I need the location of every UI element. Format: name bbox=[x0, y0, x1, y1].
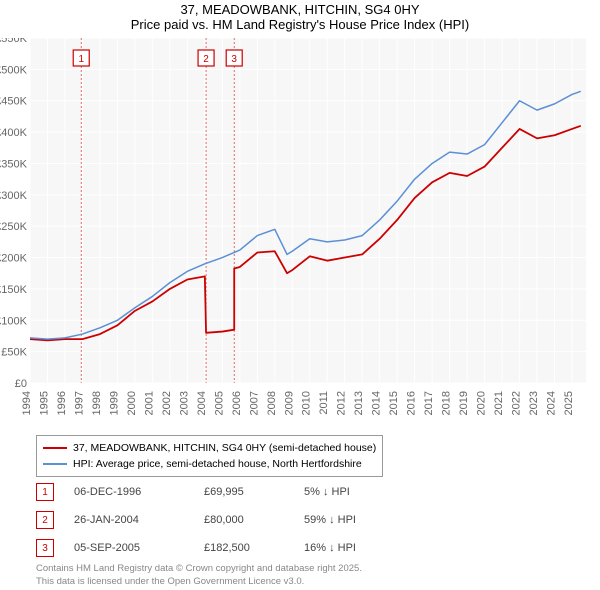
svg-text:£100K: £100K bbox=[0, 315, 28, 327]
svg-text:2021: 2021 bbox=[493, 391, 505, 415]
legend-swatch bbox=[43, 463, 67, 465]
legend-label: 37, MEADOWBANK, HITCHIN, SG4 0HY (semi-d… bbox=[73, 440, 376, 456]
legend: 37, MEADOWBANK, HITCHIN, SG4 0HY (semi-d… bbox=[36, 435, 383, 477]
svg-text:2006: 2006 bbox=[231, 391, 243, 415]
transaction-row: 2 26-JAN-2004£80,00059% ↓ HPI bbox=[36, 506, 394, 534]
svg-text:£450K: £450K bbox=[0, 96, 28, 108]
svg-text:2011: 2011 bbox=[318, 391, 330, 415]
transactions-table: 106-DEC-1996£69,9955% ↓ HPI226-JAN-2004£… bbox=[36, 478, 394, 562]
transaction-date: 05-SEP-2005 bbox=[74, 542, 204, 554]
transaction-diff: 16% ↓ HPI bbox=[304, 542, 394, 554]
svg-text:2018: 2018 bbox=[441, 391, 453, 415]
legend-item: 37, MEADOWBANK, HITCHIN, SG4 0HY (semi-d… bbox=[43, 440, 376, 456]
svg-text:£400K: £400K bbox=[0, 127, 28, 139]
legend-label: HPI: Average price, semi-detached house,… bbox=[73, 456, 362, 472]
svg-text:1995: 1995 bbox=[38, 391, 50, 415]
svg-text:2014: 2014 bbox=[371, 391, 383, 415]
svg-text:£150K: £150K bbox=[0, 284, 28, 296]
svg-text:1994: 1994 bbox=[21, 391, 33, 415]
svg-text:2008: 2008 bbox=[266, 391, 278, 415]
svg-text:2023: 2023 bbox=[528, 391, 540, 415]
footer-attribution: Contains HM Land Registry data © Crown c… bbox=[36, 562, 362, 588]
transaction-diff: 5% ↓ HPI bbox=[304, 486, 394, 498]
svg-text:£500K: £500K bbox=[0, 64, 28, 76]
svg-text:2024: 2024 bbox=[546, 391, 558, 415]
transaction-row: 3 05-SEP-2005£182,50016% ↓ HPI bbox=[36, 534, 394, 562]
transaction-marker: 1 bbox=[36, 483, 54, 501]
svg-text:2004: 2004 bbox=[196, 391, 208, 415]
svg-text:2: 2 bbox=[203, 54, 209, 65]
svg-text:1999: 1999 bbox=[108, 391, 120, 415]
transaction-price: £80,000 bbox=[204, 514, 304, 526]
svg-text:2010: 2010 bbox=[301, 391, 313, 415]
svg-text:2003: 2003 bbox=[178, 391, 190, 415]
transaction-date: 26-JAN-2004 bbox=[74, 514, 204, 526]
svg-text:1996: 1996 bbox=[56, 391, 68, 415]
svg-text:£50K: £50K bbox=[1, 347, 27, 359]
svg-text:1998: 1998 bbox=[91, 391, 103, 415]
svg-text:1997: 1997 bbox=[73, 391, 85, 415]
title-address: 37, MEADOWBANK, HITCHIN, SG4 0HY bbox=[0, 2, 600, 17]
legend-swatch bbox=[43, 447, 67, 449]
svg-text:2002: 2002 bbox=[161, 391, 173, 415]
chart-svg: £0 £50K £100K £150K £200K £250K £300K £350K £400… bbox=[0, 38, 600, 428]
svg-text:£350K: £350K bbox=[0, 158, 28, 170]
chart-area: £0 £50K £100K £150K £200K £250K £300K £350K £400… bbox=[0, 38, 600, 433]
footer-line2: This data is licensed under the Open Gov… bbox=[36, 575, 362, 588]
transaction-row: 1 06-DEC-1996£69,9955% ↓ HPI bbox=[36, 478, 394, 506]
svg-text:£300K: £300K bbox=[0, 190, 28, 202]
transaction-price: £182,500 bbox=[204, 542, 304, 554]
transaction-marker: 2 bbox=[36, 511, 54, 529]
transaction-price: £69,995 bbox=[204, 486, 304, 498]
svg-text:£200K: £200K bbox=[0, 253, 28, 265]
svg-text:2001: 2001 bbox=[143, 391, 155, 415]
svg-text:2015: 2015 bbox=[388, 391, 400, 415]
svg-text:2000: 2000 bbox=[126, 391, 138, 415]
transaction-marker: 3 bbox=[36, 539, 54, 557]
page-container: 37, MEADOWBANK, HITCHIN, SG4 0HY Price p… bbox=[0, 0, 600, 590]
transaction-diff: 59% ↓ HPI bbox=[304, 514, 394, 526]
transaction-date: 06-DEC-1996 bbox=[74, 486, 204, 498]
legend-item: HPI: Average price, semi-detached house,… bbox=[43, 456, 376, 472]
svg-text:£0: £0 bbox=[15, 378, 27, 390]
chart-title-block: 37, MEADOWBANK, HITCHIN, SG4 0HY Price p… bbox=[0, 0, 600, 32]
svg-text:2013: 2013 bbox=[353, 391, 365, 415]
svg-text:£250K: £250K bbox=[0, 221, 28, 233]
svg-text:2016: 2016 bbox=[406, 391, 418, 415]
svg-text:2019: 2019 bbox=[458, 391, 470, 415]
svg-text:2007: 2007 bbox=[248, 391, 260, 415]
svg-text:2009: 2009 bbox=[283, 391, 295, 415]
svg-text:2022: 2022 bbox=[511, 391, 523, 415]
svg-text:2020: 2020 bbox=[476, 391, 488, 415]
title-subtitle: Price paid vs. HM Land Registry's House … bbox=[0, 17, 600, 32]
svg-text:2025: 2025 bbox=[563, 391, 575, 415]
svg-text:2017: 2017 bbox=[423, 391, 435, 415]
footer-line1: Contains HM Land Registry data © Crown c… bbox=[36, 562, 362, 575]
svg-text:£550K: £550K bbox=[0, 38, 28, 45]
svg-text:3: 3 bbox=[231, 54, 237, 65]
svg-text:2012: 2012 bbox=[336, 391, 348, 415]
svg-text:2005: 2005 bbox=[213, 391, 225, 415]
svg-text:1: 1 bbox=[78, 54, 84, 65]
